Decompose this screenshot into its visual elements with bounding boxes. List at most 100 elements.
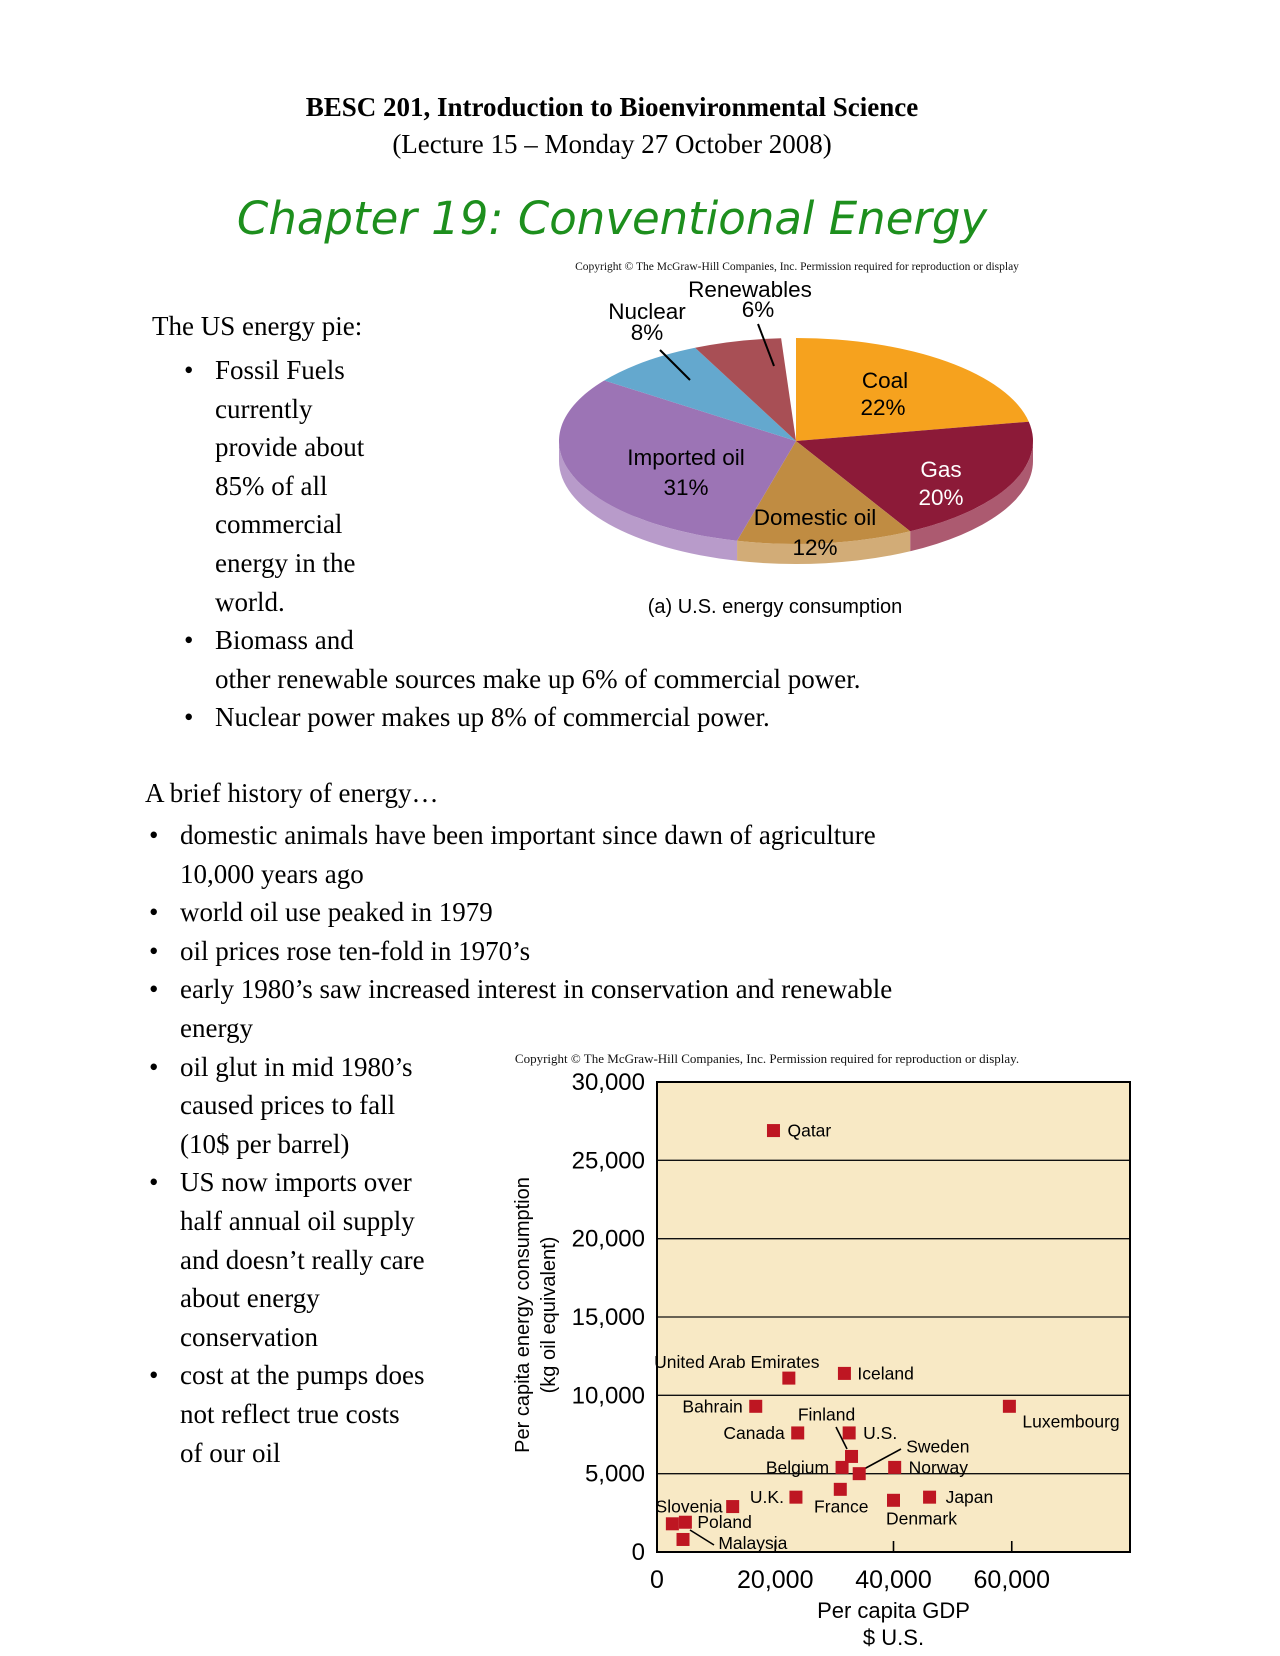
bullet-line: domestic animals have been important sin… [149, 816, 892, 855]
country-label-iceland: Iceland [857, 1363, 913, 1383]
bullet-line: Fossil Fuels [184, 351, 861, 390]
bullet-line: early 1980’s saw increased interest in c… [149, 970, 892, 1009]
y-tick-label: 20,000 [572, 1226, 645, 1253]
country-label-qatar: Qatar [787, 1121, 831, 1141]
pie-slice-label-imported-oil: Imported oil [627, 444, 745, 470]
bullet-line: energy [180, 1012, 253, 1043]
scatter-point-bahrain [749, 1399, 763, 1413]
bullet-line: 85% of all [215, 470, 328, 501]
pie-rim-domestic-oil [737, 531, 911, 564]
label-leader-line [863, 1448, 902, 1470]
scatter-point-slovenia [726, 1500, 740, 1514]
bullet-line: not reflect true costs [180, 1398, 400, 1429]
bullet-line: currently [215, 393, 313, 424]
bullet-line: conservation [180, 1321, 318, 1352]
country-label-norway: Norway [909, 1457, 969, 1477]
y-tick-label: 5,000 [585, 1461, 645, 1488]
bullet-line: other renewable sources make up 6% of co… [215, 663, 861, 694]
history-bullets: domestic animals have been important sin… [149, 816, 892, 1472]
country-label-denmark: Denmark [886, 1508, 957, 1528]
label-leader-line [835, 1426, 848, 1450]
scatter-point-japan [923, 1490, 937, 1504]
scatter-point-denmark [887, 1493, 900, 1507]
bullet-line: (10$ per barrel) [180, 1128, 350, 1159]
bullet-line: caused prices to fall [180, 1090, 396, 1121]
pie-slice-label-coal-pct: 22% [860, 394, 906, 420]
scatter-copyright-line: Copyright © The McGraw-Hill Companies, I… [514, 1051, 1020, 1066]
y-tick-label: 25,000 [572, 1147, 645, 1174]
x-tick-label: 20,000 [737, 1566, 813, 1594]
bullet-line: commercial [215, 509, 343, 540]
pie-slice-imported-oil [558, 380, 796, 541]
x-tick-label: 40,000 [855, 1566, 931, 1594]
country-label-bahrain: Bahrain [682, 1396, 742, 1416]
scatter-plot: 0 20,000 40,000 60,000 0 5,000 10,000 15,000 20,… [572, 1069, 1131, 1650]
scatter-point-poland [678, 1515, 692, 1529]
pie-slice-gas [796, 421, 1033, 532]
country-label-canada: Canada [723, 1423, 785, 1443]
x-tick-label: 0 [650, 1566, 664, 1594]
country-label-luxembourg: Luxembourg [1022, 1411, 1119, 1431]
country-label-belgium: Belgium [766, 1457, 829, 1477]
country-label-japan: Japan [946, 1487, 994, 1507]
country-label-u-k: U.K. [750, 1487, 784, 1507]
bullet-line: cost at the pumps does [149, 1356, 892, 1395]
pie-slice-label-gas: Gas [920, 456, 962, 482]
country-label-poland: Poland [697, 1512, 752, 1532]
pie-copyright-line: Copyright © The McGraw-Hill Companies, I… [575, 261, 1019, 273]
bullet-line: provide about [215, 432, 365, 463]
pie-rim-imported-oil [559, 441, 738, 561]
scatter-point-luxembourg [1002, 1399, 1016, 1413]
course-title: BESC 201, Introduction to Bioenvironment… [305, 92, 919, 122]
pie-slice-label-renewables: Renewables [688, 276, 812, 302]
bullet-line: about energy [180, 1283, 320, 1314]
country-label-sweden: Sweden [906, 1437, 969, 1457]
pie-rim-gas [910, 441, 1033, 552]
scatter-point-u-s [842, 1426, 856, 1440]
x-tick-label: 60,000 [974, 1566, 1050, 1594]
x-axis-title: Per capita GDP [817, 1598, 970, 1623]
pie-slice-label-domestic-oil: Domestic oil [753, 504, 877, 530]
country-label-malaysia: Malaysia [718, 1533, 787, 1553]
bullet-line: US now imports over [149, 1163, 892, 1202]
scatter-point-unlabeled [676, 1532, 690, 1546]
bullet-line: of our oil [180, 1437, 281, 1468]
pie-slice-label-nuclear: Nuclear [608, 298, 686, 324]
y-tick-label: 10,000 [572, 1382, 645, 1409]
country-label-france: France [814, 1496, 868, 1516]
bullet-line: 10,000 years ago [180, 858, 364, 889]
pie-slice-label-imported-oil-pct: 31% [663, 474, 709, 500]
history-heading: A brief history of energy… [145, 778, 439, 808]
bullet-line: world oil use peaked in 1979 [149, 893, 892, 932]
y-tick-label: 15,000 [572, 1304, 645, 1331]
y-tick-label: 0 [632, 1539, 645, 1566]
scatter-point-france [833, 1482, 847, 1496]
country-label-united-arab-emirates: United Arab Emirates [654, 1352, 820, 1372]
pie-slice-label-nuclear-pct: 8% [630, 319, 664, 345]
bullet-line: energy in the [215, 547, 356, 578]
scatter-point-finland [845, 1449, 859, 1463]
scatter-point-u-k [789, 1490, 803, 1504]
country-label-finland: Finland [798, 1404, 855, 1424]
chapter-heading: Chapter 19: Conventional Energy [236, 192, 988, 245]
country-label-u-s: U.S. [863, 1423, 897, 1443]
scatter-point-united-arab-emirates [782, 1371, 796, 1385]
bullet-line: oil prices rose ten-fold in 1970’s [149, 932, 892, 971]
pie-slice-label-renewables-pct: 6% [741, 296, 775, 322]
bullet-line: half annual oil supply [180, 1205, 415, 1236]
scatter-point-canada [791, 1426, 805, 1440]
x-axis-unit: $ U.S. [863, 1625, 924, 1650]
pie-slice-label-coal: Coal [861, 367, 909, 393]
bullet-line: Nuclear power makes up 8% of commercial … [184, 698, 861, 737]
scatter-point-iceland [837, 1366, 851, 1380]
bullet-line: world. [215, 586, 285, 617]
bullet-line: Biomass and [184, 621, 861, 660]
scatter-point-sweden [852, 1467, 866, 1481]
bullet-line: oil glut in mid 1980’s [149, 1048, 892, 1087]
country-label-slovenia: Slovenia [656, 1497, 723, 1517]
lecture-info: (Lecture 15 – Monday 27 October 2008) [392, 129, 832, 159]
scatter-point-qatar [766, 1124, 780, 1138]
scatter-point-malaysia [665, 1517, 679, 1531]
